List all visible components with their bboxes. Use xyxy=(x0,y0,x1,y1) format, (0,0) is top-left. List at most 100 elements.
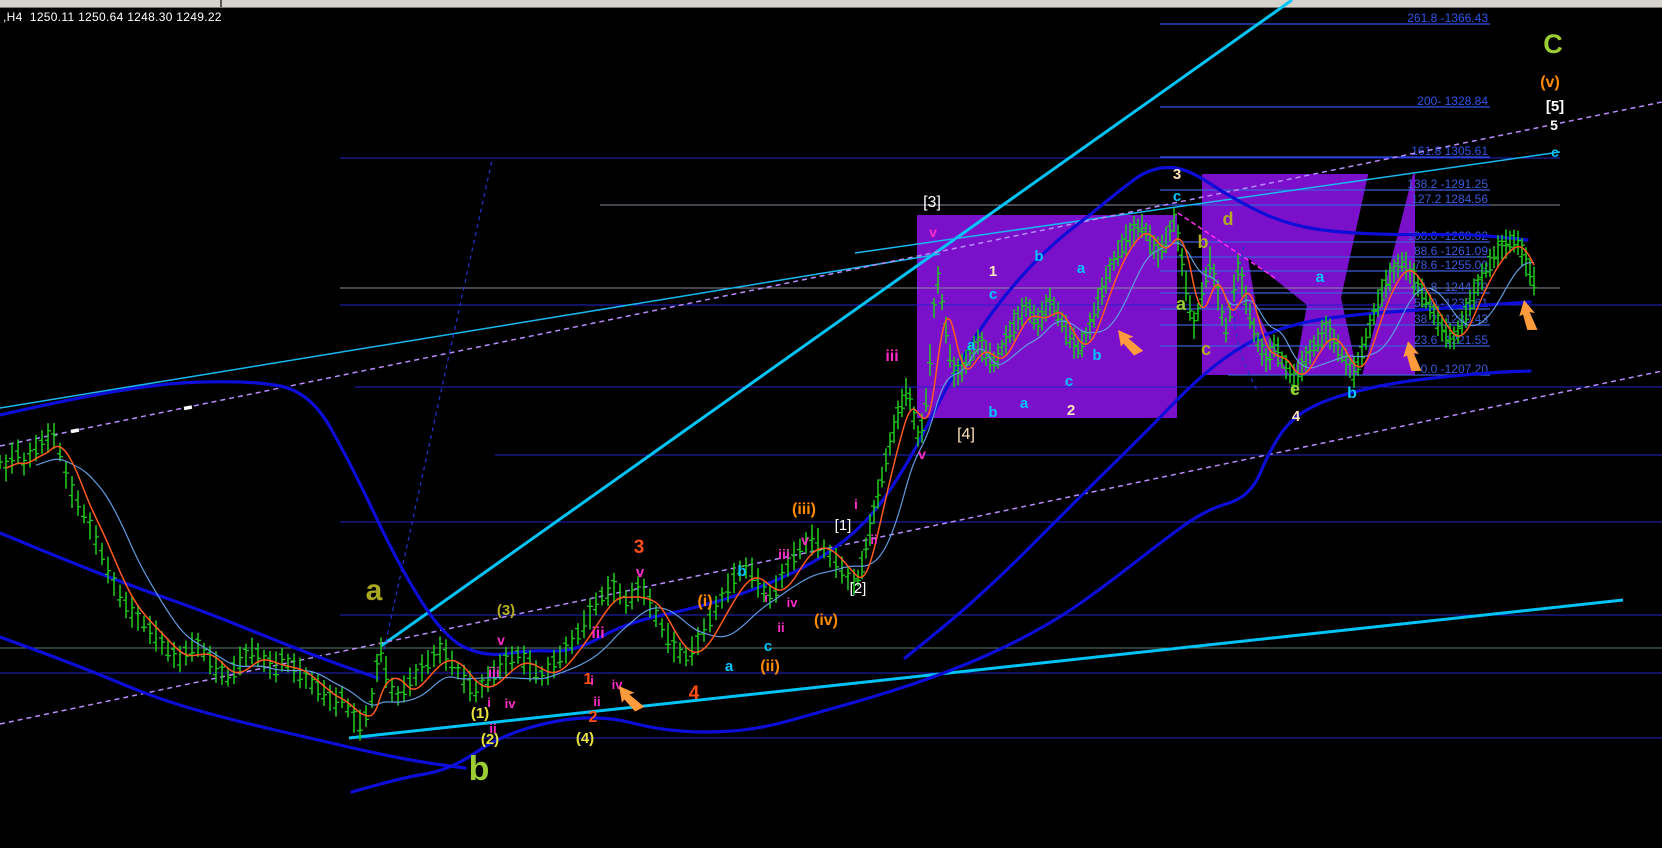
wave-label-v[interactable]: v xyxy=(918,446,926,462)
wave-label-4[interactable]: 4 xyxy=(689,683,700,704)
wave-label-2[interactable]: [2] xyxy=(850,580,867,597)
wave-label-v[interactable]: v xyxy=(497,632,505,648)
wave-label-3[interactable]: [3] xyxy=(923,194,941,211)
wave-label-d[interactable]: d xyxy=(1223,209,1234,229)
wave-label-i[interactable]: i xyxy=(764,590,768,605)
trendline-cyan-thin-1[interactable] xyxy=(0,253,941,409)
wave-label-ii[interactable]: ii xyxy=(777,620,784,635)
buy-arrow-icon[interactable] xyxy=(613,681,645,716)
wave-label-3[interactable]: 3 xyxy=(1173,166,1181,183)
wave-label-v[interactable]: (v) xyxy=(1540,74,1560,91)
fib-label[interactable]: 261.8 -1366.43 xyxy=(1407,11,1488,25)
wave-label-ii[interactable]: ii xyxy=(489,721,496,736)
wave-label-iv[interactable]: iv xyxy=(505,696,517,711)
wave-label-1[interactable]: 1 xyxy=(989,263,997,280)
fib-label[interactable]: 161.8 1305.61 xyxy=(1411,144,1488,158)
wave-label-b[interactable]: b xyxy=(1198,232,1209,252)
wave-label-iii[interactable]: iii xyxy=(885,348,898,365)
wave-label-i[interactable]: i xyxy=(854,496,858,512)
wave-label-e[interactable]: e xyxy=(1290,379,1300,399)
band-curve xyxy=(0,635,467,770)
wave-label-1[interactable]: 1 xyxy=(584,671,593,688)
wave-label-4[interactable]: [4] xyxy=(957,426,975,443)
wave-label-c[interactable]: c xyxy=(1173,188,1181,205)
wave-label-iii[interactable]: iii xyxy=(488,664,500,680)
wave-label-iv[interactable]: (iv) xyxy=(814,612,838,629)
wave-label-iii[interactable]: (iii) xyxy=(792,501,816,518)
wave-label-ii[interactable]: (ii) xyxy=(760,658,780,675)
wave-label-c[interactable]: c xyxy=(1551,144,1559,160)
wave-label-5[interactable]: 5 xyxy=(1550,117,1558,133)
wave-label-c[interactable]: c xyxy=(1201,339,1211,359)
wave-label-1[interactable]: (1) xyxy=(471,705,489,722)
band-curve xyxy=(350,369,1532,794)
wave-label-iv[interactable]: iv xyxy=(612,677,624,692)
ma-fast-line xyxy=(5,232,1535,717)
candlesticks xyxy=(0,207,1537,741)
trendline-cyan-thin-2[interactable] xyxy=(854,151,1561,254)
wave-label-4[interactable]: 4 xyxy=(1292,408,1301,425)
trendline-magenta-dash[interactable] xyxy=(1177,212,1276,279)
fib-label[interactable]: 78.6 -1255.00 xyxy=(1414,258,1488,272)
wave-label-iii[interactable]: iii xyxy=(591,625,604,642)
wave-label-b[interactable]: b xyxy=(469,750,490,788)
wave-label-ii[interactable]: ii xyxy=(593,694,600,709)
wave-label-2[interactable]: (2) xyxy=(481,731,499,748)
fib-label[interactable]: 138.2 -1291.25 xyxy=(1407,177,1488,191)
buy-arrow-icon[interactable] xyxy=(1400,339,1422,374)
fib-label[interactable]: 0.0 -1207.20 xyxy=(1421,362,1489,376)
buy-arrow-icon[interactable] xyxy=(1112,325,1144,360)
triangle-shape[interactable] xyxy=(1248,258,1307,382)
fib-label[interactable]: 127.2 1284.56 xyxy=(1411,192,1488,206)
wave-label-b[interactable]: b xyxy=(1092,347,1101,364)
wave-label-a[interactable]: a xyxy=(1176,294,1187,314)
wave-label-b[interactable]: b xyxy=(1034,248,1043,265)
trendline-cyan-support[interactable] xyxy=(348,598,1624,740)
triangle-shape[interactable] xyxy=(1341,166,1415,384)
wave-label-iii[interactable]: iii xyxy=(778,546,790,562)
wave-label-5[interactable]: [5] xyxy=(1546,98,1564,115)
dash-marker xyxy=(70,428,80,434)
wave-label-4[interactable]: (4) xyxy=(576,730,594,747)
wave-label-ii[interactable]: ii xyxy=(870,532,877,547)
buy-arrow-icon[interactable] xyxy=(1516,298,1538,333)
wave-label-i[interactable]: i xyxy=(590,673,594,688)
wave-label-v[interactable]: v xyxy=(929,224,937,240)
wave-label-C[interactable]: C xyxy=(1543,29,1563,59)
wave-label-v[interactable]: v xyxy=(636,564,645,581)
wave-label-i[interactable]: (i) xyxy=(697,593,712,610)
fib-label[interactable]: 23.6 -1221.55 xyxy=(1414,333,1488,347)
wave-label-a[interactable]: a xyxy=(366,574,383,607)
wave-label-2[interactable]: 2 xyxy=(589,709,598,726)
trendline-navy-dash[interactable] xyxy=(383,159,493,651)
fib-label[interactable]: 38.2 -1230.43 xyxy=(1414,312,1488,326)
wave-label-iv[interactable]: iv xyxy=(787,595,799,610)
wave-label-v[interactable]: v xyxy=(801,532,809,548)
trendline-cyan-steep[interactable] xyxy=(380,0,1293,648)
fib-label[interactable]: 200- 1328.84 xyxy=(1417,94,1488,108)
wave-label-b[interactable]: b xyxy=(737,563,746,580)
wave-label-a[interactable]: a xyxy=(1020,395,1029,412)
wave-label-a[interactable]: a xyxy=(1077,260,1086,277)
wave-label-b[interactable]: b xyxy=(988,404,997,421)
wave-label-a[interactable]: a xyxy=(725,658,734,675)
wave-label-c[interactable]: c xyxy=(989,286,997,303)
trendline-violet-dash-2[interactable] xyxy=(0,370,1662,725)
wave-label-3[interactable]: (3) xyxy=(497,602,515,619)
trendline-violet-dash-1[interactable] xyxy=(0,101,1662,447)
wave-label-c[interactable]: c xyxy=(1065,373,1073,390)
wave-label-a[interactable]: a xyxy=(967,337,976,354)
wave-label-2[interactable]: 2 xyxy=(1067,402,1075,419)
trendlines[interactable] xyxy=(0,0,1662,740)
wave-label-1[interactable]: [1] xyxy=(835,517,852,534)
wave-label-b[interactable]: b xyxy=(1347,385,1357,402)
signal-arrows[interactable] xyxy=(613,298,1539,716)
wave-label-i[interactable]: i xyxy=(487,695,491,710)
ohlc-numbers: 1250.11 1250.64 1248.30 1249.22 xyxy=(29,10,222,24)
wave-label-3[interactable]: 3 xyxy=(634,537,645,558)
wave-label-c[interactable]: c xyxy=(764,638,772,655)
fib-label[interactable]: 88.6 -1261.09 xyxy=(1414,244,1488,258)
wave-label-a[interactable]: a xyxy=(1316,269,1325,286)
